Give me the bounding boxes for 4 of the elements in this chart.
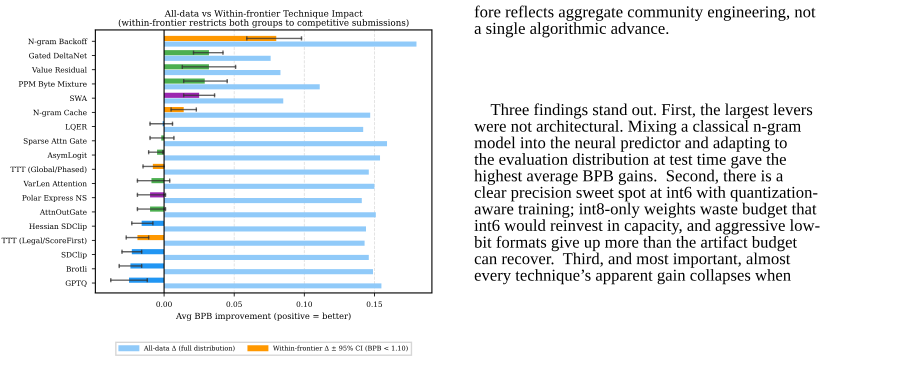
x-axis-title: Avg BPB improvement (positive = better) (176, 312, 351, 321)
text: fore reflects aggregate community engineering, not a single algorithmic advance. (474, 6, 816, 38)
text: Three findings stand out. First, the largest levers were not architectural. Mixing a classical n-gram model into the neural predictor and adapting to the evaluation distribution at test time gave the highest average BPB gains. Second, there is a clear precision sweet spot at int6 with quantization- aware training; int8-only weights waste budget that int6 would reinvest in capacity, and aggressive low- bit formats give up more than the artifact budget can recover. Third, and most important, almost every technique’s apparent gain collapses when (474, 103, 820, 284)
chart-title: All-data vs Within-frontier Technique Impact (within-frontier restricts both groups to competitive submissions) (118, 10, 409, 28)
